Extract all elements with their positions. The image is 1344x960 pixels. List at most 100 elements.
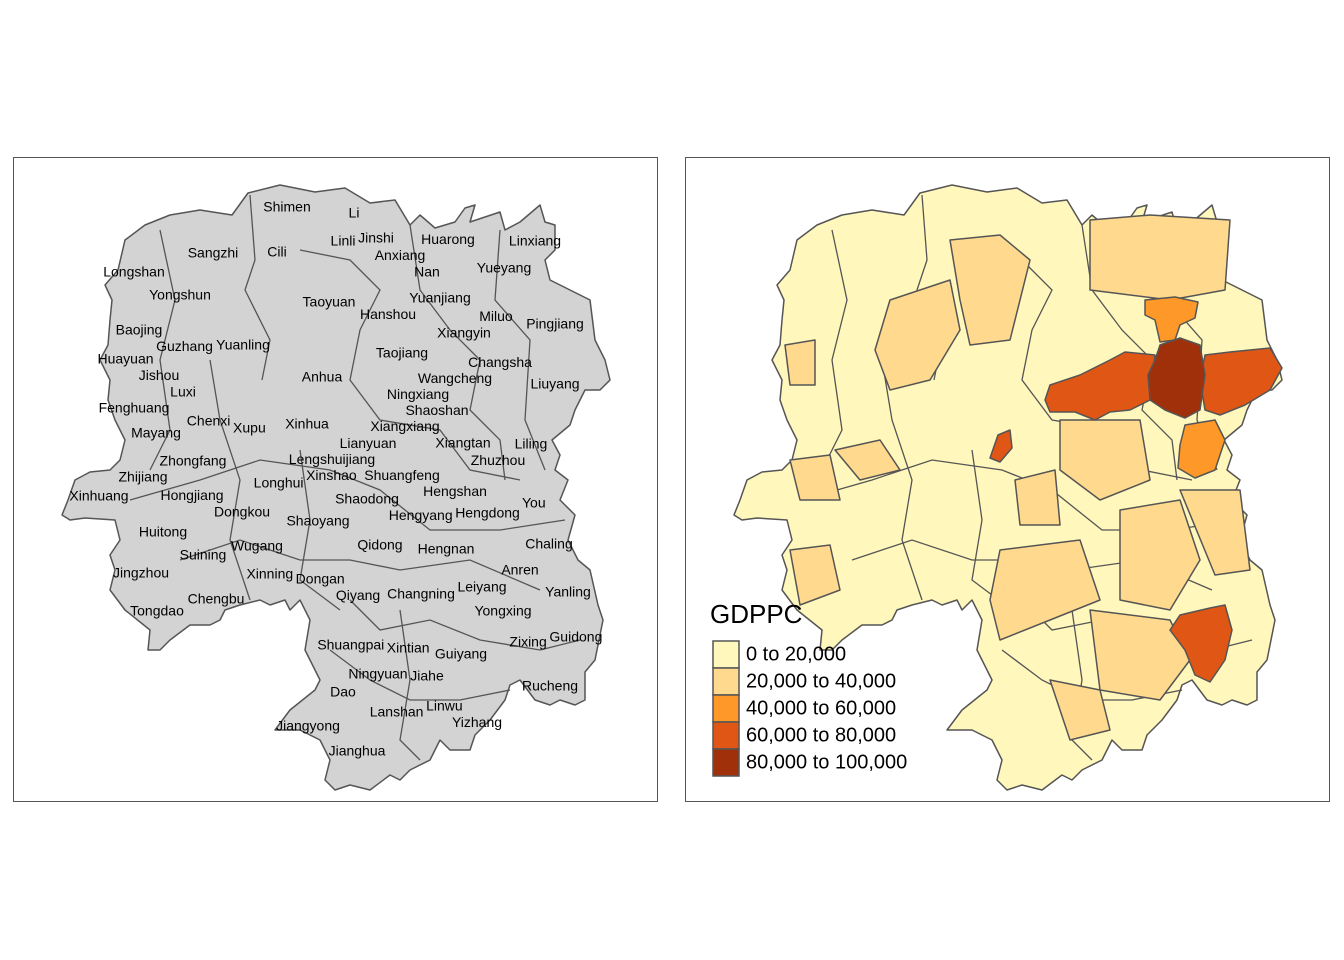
county-label: Taojiang bbox=[376, 345, 428, 361]
county-region bbox=[1089, 214, 1231, 301]
county-label: Jingzhou bbox=[113, 565, 169, 581]
county-region bbox=[1119, 499, 1201, 611]
county-label: Dao bbox=[330, 684, 356, 700]
county-label: Huarong bbox=[421, 231, 475, 247]
county-region bbox=[989, 429, 1013, 463]
county-label: Zhuzhou bbox=[471, 452, 525, 468]
county-label: Li bbox=[349, 205, 360, 221]
county-label: Shaoshan bbox=[405, 402, 468, 418]
county-label: Tongdao bbox=[130, 603, 184, 619]
county-label: Shaodong bbox=[335, 490, 399, 506]
legend-swatch bbox=[712, 694, 740, 723]
county-label: Xupu bbox=[233, 420, 266, 436]
county-label: Qiyang bbox=[336, 587, 380, 603]
county-label: Qidong bbox=[357, 537, 402, 553]
county-label: Chengbu bbox=[188, 591, 245, 607]
county-label: Shuangpai bbox=[317, 637, 384, 653]
county-region bbox=[1044, 351, 1156, 421]
county-label: Hengshan bbox=[423, 483, 487, 499]
county-label: Wangcheng bbox=[418, 370, 492, 386]
county-label: Lengshuijiang bbox=[289, 451, 375, 467]
county-label: Linwu bbox=[426, 697, 463, 713]
county-border bbox=[409, 224, 506, 481]
county-label: Longhui bbox=[254, 475, 304, 491]
county-border bbox=[399, 609, 421, 761]
county-label: Hengnan bbox=[418, 541, 475, 557]
county-label: Xiangtan bbox=[435, 434, 490, 450]
county-label: Lanshan bbox=[370, 704, 424, 720]
county-label: Hengdong bbox=[455, 505, 520, 521]
legend-title: GDPPC bbox=[710, 599, 802, 629]
legend-swatch bbox=[712, 748, 740, 777]
county-label: Chenxi bbox=[187, 413, 231, 429]
county-label: Xinshao bbox=[306, 467, 357, 483]
county-label: Jishou bbox=[139, 367, 179, 383]
county-label: Yongshun bbox=[149, 287, 211, 303]
county-border bbox=[881, 359, 923, 601]
county-label: Rucheng bbox=[522, 678, 578, 694]
county-region bbox=[1179, 489, 1251, 576]
county-label: Anren bbox=[501, 562, 538, 578]
legend-label: 60,000 to 80,000 bbox=[746, 724, 896, 746]
county-label: Jinshi bbox=[358, 229, 394, 245]
county-label: Guidong bbox=[549, 629, 602, 645]
county-region bbox=[834, 439, 901, 481]
county-label: Taoyuan bbox=[303, 294, 356, 310]
gdppc-legend: GDPPC 0 to 20,000 20,000 to 40,000 40,000 … bbox=[710, 599, 907, 777]
county-label: Zhijiang bbox=[118, 469, 167, 485]
county-label: Nan bbox=[414, 264, 440, 280]
legend-label: 40,000 to 60,000 bbox=[746, 697, 896, 719]
county-border bbox=[299, 249, 521, 481]
legend-swatch bbox=[712, 667, 740, 696]
county-label: Baojing bbox=[116, 321, 163, 337]
county-label: Changsha bbox=[468, 354, 532, 370]
county-label: Chaling bbox=[525, 536, 572, 552]
county-label: Yueyang bbox=[477, 260, 532, 276]
county-border bbox=[821, 229, 848, 471]
county-label: Jiangyong bbox=[276, 718, 340, 734]
county-label: Mayang bbox=[131, 425, 181, 441]
county-border bbox=[299, 449, 341, 611]
legend-swatch bbox=[712, 721, 740, 750]
county-label: Zhongfang bbox=[160, 453, 227, 469]
county-label: Zixing bbox=[509, 634, 546, 650]
county-region bbox=[874, 279, 961, 391]
county-label: Huitong bbox=[139, 524, 187, 540]
county-label: You bbox=[522, 495, 546, 511]
county-label: Dongkou bbox=[214, 504, 270, 520]
county-region bbox=[1169, 604, 1233, 683]
county-region bbox=[949, 234, 1031, 346]
county-label: Hongjiang bbox=[160, 487, 223, 503]
county-label: Leiyang bbox=[457, 579, 506, 595]
county-label: Guzhang bbox=[156, 338, 213, 354]
county-label: Shuangfeng bbox=[364, 467, 440, 483]
county-border bbox=[494, 229, 546, 471]
county-border bbox=[209, 359, 251, 601]
province-shape bbox=[61, 184, 611, 791]
county-label: Wugang bbox=[231, 538, 283, 554]
county-label: Xintian bbox=[387, 640, 430, 656]
legend-label: 0 to 20,000 bbox=[746, 643, 846, 665]
county-label: Xinning bbox=[246, 566, 293, 582]
county-label: Yizhang bbox=[452, 714, 502, 730]
county-label: Huayuan bbox=[97, 351, 153, 367]
gdppc-choropleth-map bbox=[733, 184, 1283, 791]
county-label: Pingjiang bbox=[526, 316, 584, 332]
legend-swatch bbox=[712, 640, 740, 669]
county-label: Changning bbox=[387, 586, 455, 602]
county-border bbox=[329, 649, 511, 701]
county-label: Liuyang bbox=[530, 376, 579, 392]
county-label: Yuanjiang bbox=[409, 289, 471, 305]
county-label: Yuanling bbox=[216, 337, 270, 353]
county-label: Anxiang bbox=[375, 247, 426, 263]
county-label: Anhua bbox=[302, 369, 343, 385]
county-label: Miluo bbox=[479, 308, 513, 324]
county-label: Ningyuan bbox=[348, 666, 407, 682]
county-label: Xiangyin bbox=[437, 325, 491, 341]
county-border bbox=[179, 539, 541, 591]
legend-label: 80,000 to 100,000 bbox=[746, 751, 907, 773]
county-border bbox=[349, 599, 581, 651]
county-border bbox=[149, 229, 176, 471]
county-label: Lianyuan bbox=[340, 435, 397, 451]
county-label: Hengyang bbox=[389, 507, 453, 523]
